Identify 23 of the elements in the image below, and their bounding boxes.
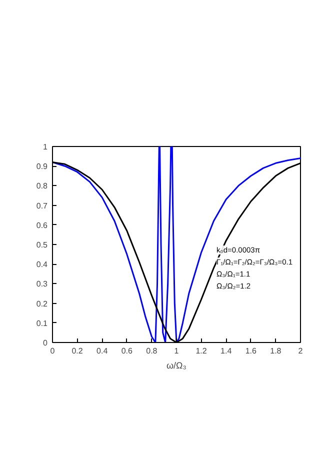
y-tick-label: 0.2	[36, 299, 48, 308]
x-tick-label: 0.8	[146, 346, 158, 356]
y-tick-label: 0.4	[36, 260, 48, 270]
x-tick-label: 0.6	[121, 346, 134, 356]
x-tick-label: 2	[298, 346, 304, 356]
y-tick-label: 0.8	[36, 182, 48, 191]
y-tick-label: 0.5	[36, 240, 48, 250]
y-tick-label: 1	[43, 142, 48, 152]
y-tick-label: 0.3	[36, 280, 48, 289]
x-tick-label: 1	[174, 346, 180, 356]
y-tick-label: 0.1	[36, 318, 48, 328]
x-tick-label: 0.4	[96, 346, 108, 356]
y-tick-label: 0.6	[36, 220, 48, 230]
x-tick-label: 0	[50, 346, 56, 356]
x-tick-label: 1.8	[270, 346, 282, 356]
x-tick-label: 1.2	[196, 346, 208, 356]
x-tick-label: 1.6	[245, 346, 258, 356]
x-axis-title: ω/Ω₃	[166, 360, 187, 370]
y-tick-label: 0.9	[36, 162, 48, 172]
y-tick-label: 0	[43, 338, 48, 348]
y-tick-label: 0.7	[36, 201, 48, 210]
x-tick-label: 1.4	[220, 346, 232, 356]
x-tick-label: 0.2	[72, 346, 84, 356]
